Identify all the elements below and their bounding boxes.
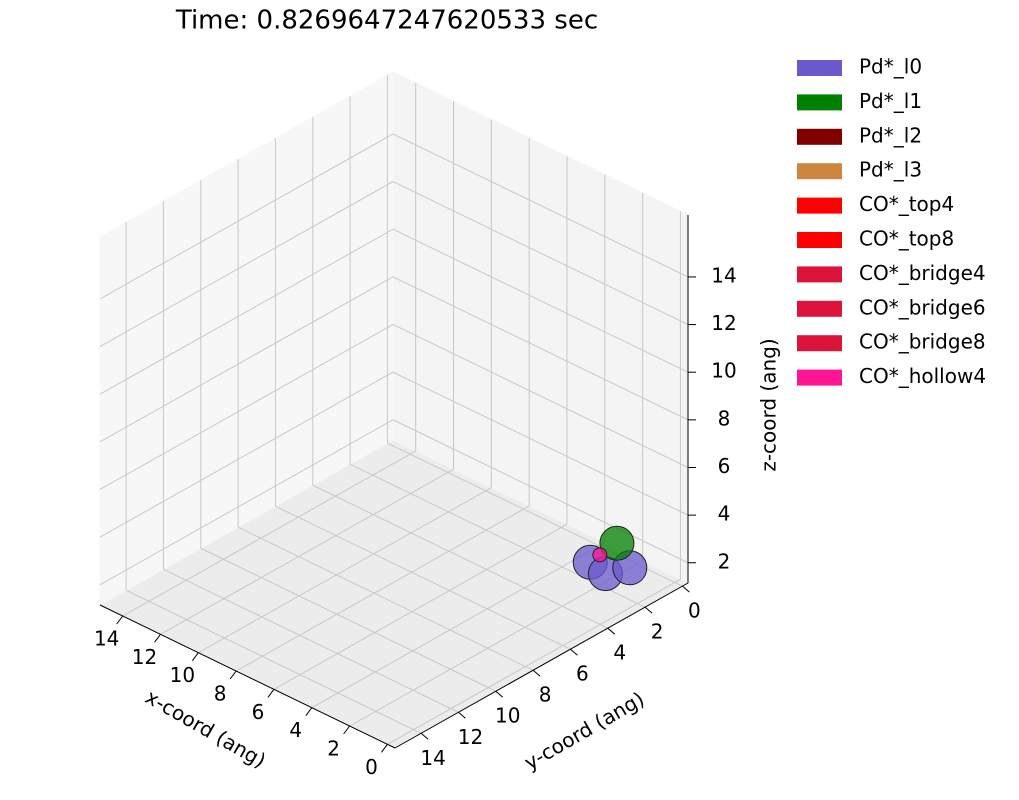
- grid-line: [125, 589, 422, 734]
- y-tick-label: 10: [495, 704, 520, 728]
- z-tick-label: 10: [711, 359, 736, 383]
- grid-line: [200, 547, 496, 692]
- tick-mark: [381, 744, 388, 753]
- z-tick-label: 2: [718, 549, 731, 573]
- axis-line: [394, 582, 689, 749]
- grid-line: [392, 276, 689, 421]
- tick-mark: [420, 732, 429, 740]
- grid-line: [99, 276, 394, 443]
- x-tick-label: 2: [327, 737, 340, 761]
- grid-line: [122, 450, 416, 617]
- z-axis-label: z-coord (ang): [757, 338, 781, 471]
- atom: [599, 525, 635, 561]
- tick-mark: [154, 634, 161, 643]
- z-tick-label: 12: [711, 311, 736, 335]
- grid-line: [311, 542, 606, 709]
- tick-mark: [495, 690, 504, 698]
- legend-label: CO*_top8: [859, 227, 954, 251]
- z-tick-label: 6: [718, 454, 731, 478]
- legend-swatch: [797, 94, 842, 111]
- legend-label: CO*_bridge6: [859, 295, 986, 319]
- tick-mark: [644, 606, 653, 614]
- grid-line: [160, 468, 454, 635]
- x-tick-label: 14: [94, 627, 119, 651]
- grid-line: [163, 568, 459, 713]
- grid-line: [349, 560, 643, 727]
- x-tick-label: 10: [170, 663, 195, 687]
- grid-line: [99, 133, 394, 300]
- axis-line: [99, 604, 396, 749]
- legend-label: CO*_top4: [859, 192, 954, 216]
- y-tick-label: 6: [576, 662, 589, 686]
- y-tick-label: 2: [651, 620, 664, 644]
- tick-mark: [458, 711, 466, 719]
- tick-mark: [116, 615, 124, 625]
- y-tick-label: 4: [613, 641, 626, 665]
- grid-line: [275, 505, 571, 650]
- tick-mark: [682, 585, 690, 593]
- tick-mark: [343, 725, 351, 735]
- x-tick-label: 12: [132, 645, 157, 669]
- grid-line: [198, 487, 492, 654]
- legend-swatch: [797, 163, 842, 180]
- legend-swatch: [797, 60, 842, 76]
- legend-label: CO*_hollow4: [859, 364, 986, 388]
- z-tick-label: 4: [718, 502, 731, 526]
- legend-swatch: [797, 335, 842, 352]
- legend-swatch: [797, 369, 842, 386]
- legend-label: Pd*_l2: [859, 123, 922, 147]
- legend-label: Pd*_l1: [859, 89, 922, 113]
- grid-line: [99, 324, 394, 490]
- legend-swatch: [797, 232, 842, 248]
- grid-line: [392, 133, 689, 278]
- y-tick-label: 0: [688, 599, 701, 623]
- legend-label: Pd*_l0: [859, 55, 922, 79]
- grid-line: [312, 484, 608, 629]
- tick-mark: [267, 689, 275, 698]
- z-tick-label: 14: [711, 263, 736, 287]
- atom: [592, 547, 608, 563]
- y-tick-label: 12: [458, 725, 483, 749]
- legend-label: CO*_bridge8: [859, 330, 986, 354]
- grid-line: [99, 228, 394, 395]
- grid-line: [392, 371, 689, 516]
- legend-swatch: [797, 197, 842, 214]
- legend-swatch: [797, 300, 842, 317]
- tick-mark: [607, 627, 616, 635]
- legend-label: CO*_bridge4: [859, 261, 986, 285]
- grid-line: [99, 181, 394, 348]
- grid-line: [392, 324, 689, 468]
- tick-mark: [570, 648, 578, 656]
- x-tick-label: 8: [214, 682, 227, 706]
- y-tick-label: 8: [539, 683, 552, 707]
- x-tick-label: 0: [365, 755, 378, 779]
- y-tick-label: 14: [420, 746, 445, 770]
- grid-line: [392, 181, 689, 326]
- chart-title: Time: 0.8269647247620533 sec: [175, 6, 598, 36]
- x-axis-label: x-coord (ang): [141, 685, 270, 773]
- z-tick-label: 8: [718, 406, 731, 430]
- grid-line: [273, 523, 568, 690]
- legend-swatch: [797, 128, 842, 145]
- grid-line: [235, 505, 530, 672]
- x-tick-label: 4: [289, 718, 302, 742]
- legend-swatch: [797, 266, 842, 283]
- grid-line: [392, 419, 689, 564]
- grid-line: [99, 419, 394, 586]
- tick-mark: [532, 669, 541, 677]
- x-tick-label: 6: [252, 700, 265, 724]
- tick-mark: [305, 707, 313, 716]
- legend-label: Pd*_l3: [859, 158, 922, 182]
- grid-line: [99, 371, 394, 538]
- tick-mark: [191, 652, 199, 661]
- grid-line: [387, 578, 681, 745]
- tick-mark: [229, 670, 237, 680]
- grid-line: [237, 526, 534, 671]
- left-pane: [99, 71, 394, 606]
- grid-line: [392, 228, 689, 373]
